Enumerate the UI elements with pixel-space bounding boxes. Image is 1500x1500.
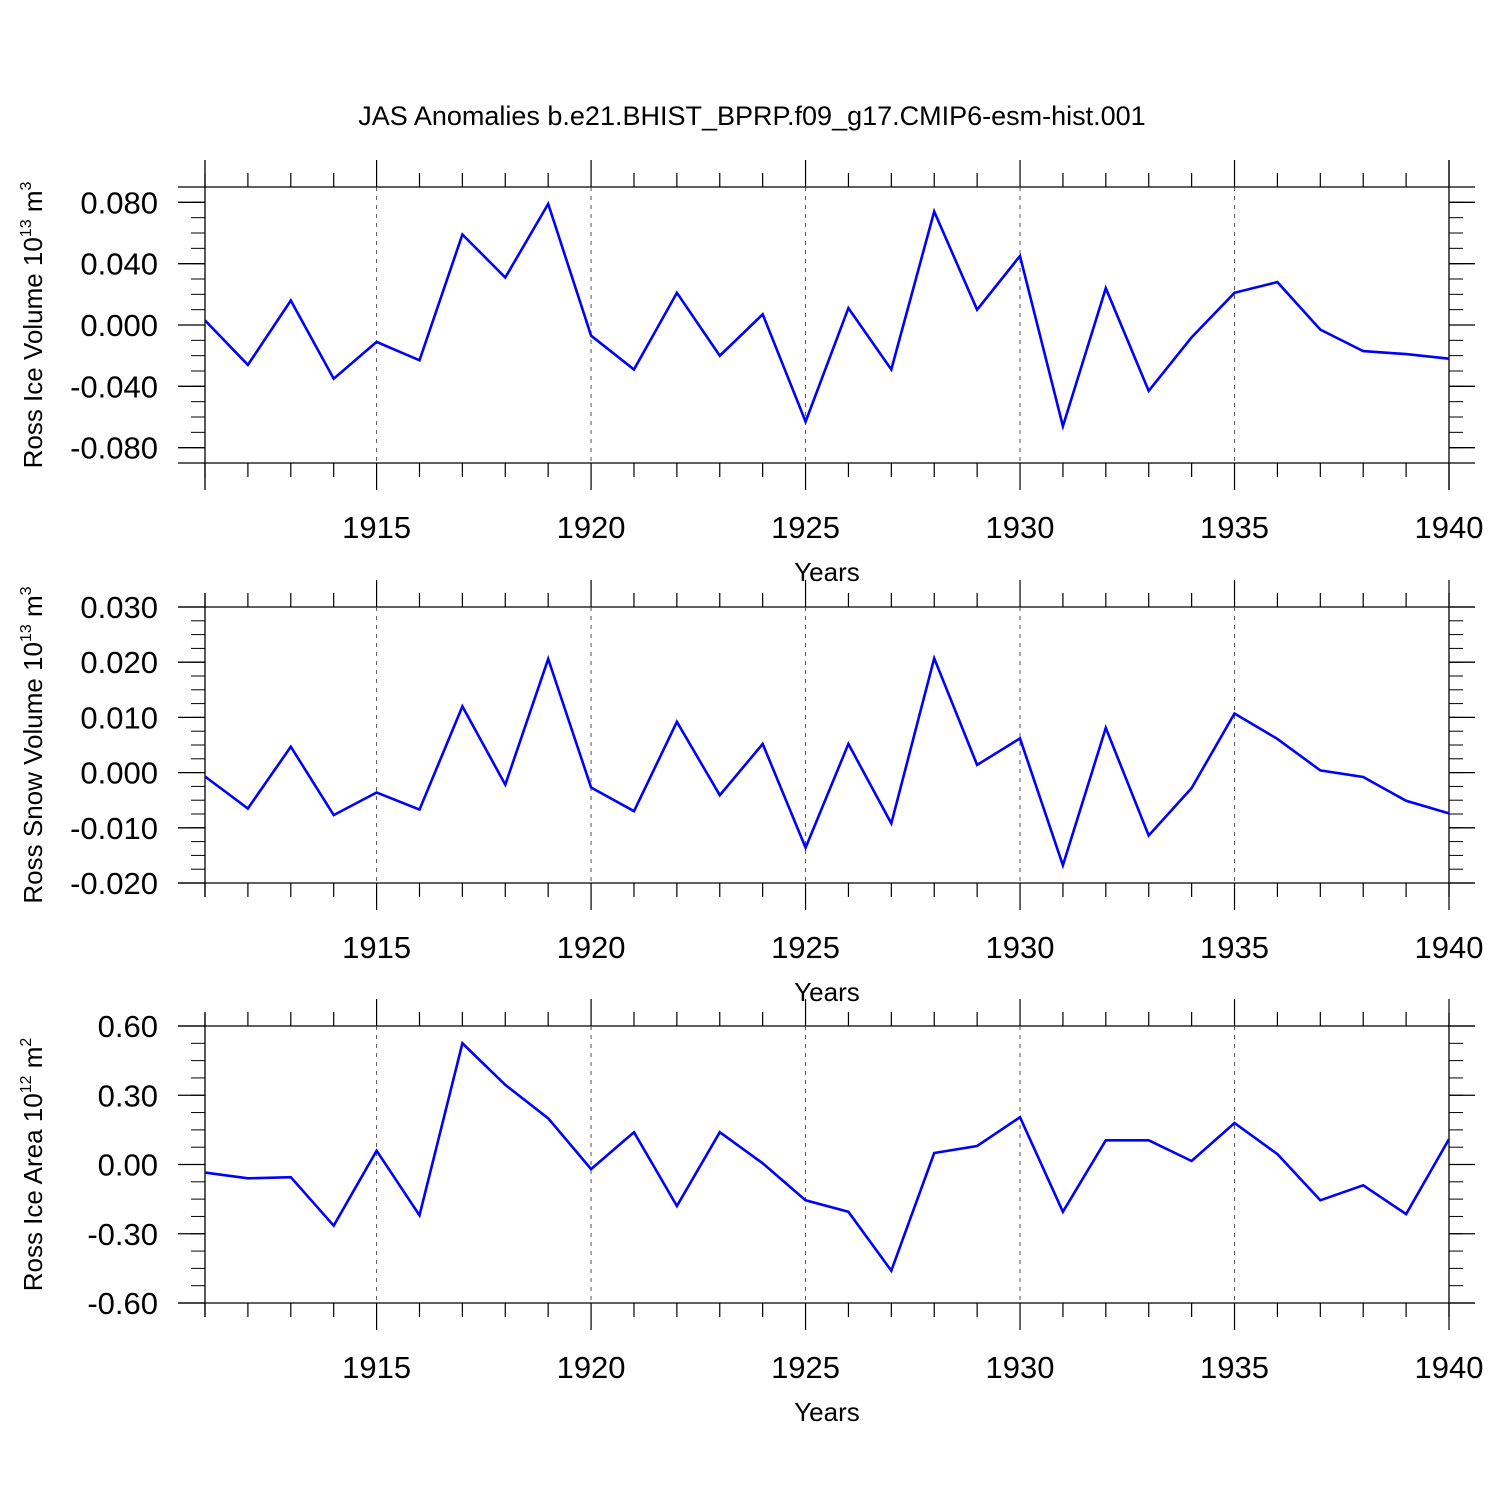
x-tick-label: 1935 [1200, 1350, 1269, 1385]
y-tick-label: 0.60 [98, 1009, 158, 1044]
x-tick-label: 1925 [771, 930, 840, 965]
y-tick-label: 0.040 [80, 247, 158, 282]
y-axis-title-text: Ross Ice Volume 10 [18, 237, 48, 468]
panel-snow-volume: 1915 1920 1925 1930 1935 1940 -0.020 -0.010 0.00… [18, 580, 1483, 1007]
panel-ice-volume: 1915 1920 1925 1930 1935 1940 -0.080 -0.040 0.00… [18, 160, 1483, 587]
x-tick-label: 1935 [1200, 510, 1269, 545]
x-tick-label: 1915 [342, 510, 411, 545]
y-axis-title: Ross Ice Volume 1013 m3 [18, 181, 48, 468]
y-tick-label: 0.080 [80, 185, 158, 220]
y-tick-label: -0.020 [70, 866, 158, 901]
y-axis-title-unit: m [18, 595, 48, 624]
x-tick-label: 1925 [771, 1350, 840, 1385]
x-tick-label: 1930 [986, 930, 1055, 965]
x-tick-label: 1940 [1415, 1350, 1484, 1385]
series-line [204, 654, 1450, 870]
y-tick-label: -0.60 [87, 1286, 158, 1321]
x-tick-label: 1925 [771, 510, 840, 545]
x-tick-label: 1940 [1415, 930, 1484, 965]
y-axis-title-text: Ross Ice Area 10 [18, 1093, 48, 1291]
chart-title: JAS Anomalies b.e21.BHIST_BPRP.f09_g17.C… [358, 101, 1145, 131]
x-tick-label: 1920 [557, 510, 626, 545]
y-axis-title-exponent: 12 [18, 1075, 35, 1093]
y-tick-label: 0.00 [98, 1148, 158, 1183]
x-tick-label: 1940 [1415, 510, 1484, 545]
x-tick-label: 1930 [986, 1350, 1055, 1385]
x-tick-label: 1915 [342, 1350, 411, 1385]
y-axis-title-unit: m [18, 1047, 48, 1076]
x-axis-title: Years [794, 977, 860, 1007]
y-axis-title-unit-exponent: 3 [18, 181, 35, 190]
y-tick-label: 0.30 [98, 1078, 158, 1113]
y-axis-title-unit: m [18, 190, 48, 219]
y-tick-label: -0.080 [70, 431, 158, 466]
y-tick-label: 0.010 [80, 700, 158, 735]
y-tick-label: -0.010 [70, 811, 158, 846]
y-tick-label: -0.30 [87, 1217, 158, 1252]
series-line [204, 200, 1450, 431]
y-tick-label: 0.000 [80, 308, 158, 343]
x-tick-label: 1920 [557, 1350, 626, 1385]
y-tick-label: 0.020 [80, 645, 158, 680]
y-axis-title-unit-exponent: 2 [18, 1038, 35, 1047]
y-axis-title: Ross Snow Volume 1013 m3 [18, 586, 48, 903]
y-tick-label: 0.000 [80, 756, 158, 791]
x-tick-label: 1920 [557, 930, 626, 965]
x-axis-title: Years [794, 557, 860, 587]
y-axis-title-unit-exponent: 3 [18, 586, 35, 595]
x-axis-title: Years [794, 1397, 860, 1427]
x-tick-label: 1930 [986, 510, 1055, 545]
x-tick-label: 1915 [342, 930, 411, 965]
y-axis-title-exponent: 13 [18, 624, 35, 642]
y-axis-title-exponent: 13 [18, 219, 35, 237]
series-line [204, 1040, 1451, 1274]
x-tick-label: 1935 [1200, 930, 1269, 965]
panel-ice-area: 1915 1920 1925 1930 1935 1940 -0.60 -0.30 0.00 0.… [18, 999, 1483, 1427]
y-tick-label: -0.040 [70, 369, 158, 404]
y-axis-title: Ross Ice Area 1012 m2 [18, 1038, 48, 1292]
y-tick-label: 0.030 [80, 590, 158, 625]
y-axis-title-text: Ross Snow Volume 10 [18, 642, 48, 904]
